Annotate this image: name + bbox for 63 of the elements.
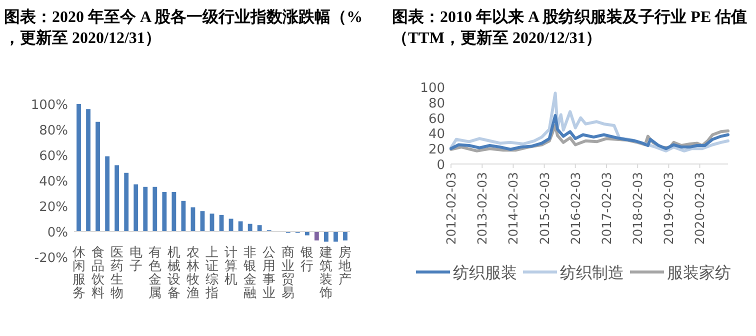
legend-label: 服装家纺 bbox=[667, 263, 731, 282]
bar bbox=[114, 165, 120, 232]
x-tick-label: 农林牧渔 bbox=[185, 246, 200, 301]
bar bbox=[134, 184, 138, 232]
line-series bbox=[450, 114, 730, 151]
bar bbox=[105, 156, 110, 232]
y-tick-label: 0% bbox=[47, 226, 68, 240]
bar bbox=[314, 232, 319, 240]
x-tick-label: 公用事业 bbox=[262, 246, 276, 301]
bar bbox=[248, 224, 252, 232]
x-tick-label: 2016-02-03 bbox=[568, 172, 583, 245]
y-tick-label: 40% bbox=[39, 174, 68, 190]
y-tick-label: 80 bbox=[428, 96, 445, 112]
y-tick-label: 100 bbox=[420, 81, 445, 96]
y-tick-label: 20% bbox=[39, 200, 68, 215]
bar bbox=[76, 104, 81, 232]
y-tick-label: -20% bbox=[34, 251, 68, 266]
x-tick-label: 食品饮料 bbox=[90, 246, 104, 301]
x-tick-label: 2018-02-03 bbox=[630, 172, 646, 245]
x-tick-label: 商业贸易 bbox=[282, 246, 295, 301]
x-tick-label: 电子 bbox=[129, 246, 142, 274]
x-tick-label: 银行 bbox=[300, 246, 314, 274]
x-tick-label: 2015-02-03 bbox=[536, 172, 552, 245]
y-tick-label: 40 bbox=[428, 127, 445, 142]
x-tick-label: 计算机 bbox=[224, 246, 238, 288]
chart-title: 图表：2020 年至今 A 股各一级行业指数涨跌幅（%，更新至 2020/12/31） bbox=[4, 8, 363, 47]
x-tick-label: 非银金融 bbox=[242, 246, 257, 301]
x-tick-label: 2017-02-03 bbox=[599, 172, 614, 245]
x-tick-label: 2012-02-03 bbox=[444, 172, 458, 245]
bar bbox=[324, 232, 328, 242]
bar bbox=[124, 172, 129, 232]
bar bbox=[172, 192, 176, 232]
y-tick-label: 60 bbox=[428, 112, 445, 127]
x-tick-label: 上证综指 bbox=[204, 246, 218, 301]
x-tick-label: 2014-02-03 bbox=[506, 172, 521, 245]
chart-title: 图表：2010 年以来 A 股纺织服装及子行业 PE 估值（TTM，更新至 2020/12/31） bbox=[392, 8, 748, 47]
x-tick-label: 2020-02-03 bbox=[692, 172, 708, 245]
bar bbox=[86, 109, 90, 232]
bar bbox=[334, 232, 338, 242]
bar bbox=[343, 232, 348, 240]
x-tick-label: 机械设备 bbox=[167, 246, 180, 301]
bar bbox=[238, 221, 243, 232]
x-tick-label: 医药生物 bbox=[110, 246, 124, 301]
y-tick-label: 100% bbox=[30, 98, 68, 113]
x-tick-label: 有色金属 bbox=[148, 246, 162, 301]
bar bbox=[304, 232, 310, 236]
x-tick-label: 建筑装饰 bbox=[318, 246, 333, 301]
legend-label: 纺织制造 bbox=[560, 263, 624, 282]
bar bbox=[96, 122, 100, 232]
y-tick-label: 20 bbox=[428, 142, 445, 158]
y-tick-label: 0 bbox=[436, 158, 445, 173]
bar bbox=[257, 225, 262, 232]
x-tick-label: 2019-02-03 bbox=[661, 172, 676, 245]
x-tick-label: 房地产 bbox=[338, 244, 352, 288]
legend-label: 纺织服装 bbox=[453, 263, 517, 282]
y-tick-label: 80% bbox=[39, 124, 68, 138]
y-tick-label: 60% bbox=[39, 149, 68, 164]
bar bbox=[152, 186, 158, 232]
bar bbox=[181, 200, 186, 232]
x-tick-label: 2013-02-03 bbox=[474, 172, 490, 245]
x-tick-label: 休闲服务 bbox=[72, 246, 86, 301]
bar bbox=[162, 192, 167, 232]
bar bbox=[143, 186, 148, 232]
